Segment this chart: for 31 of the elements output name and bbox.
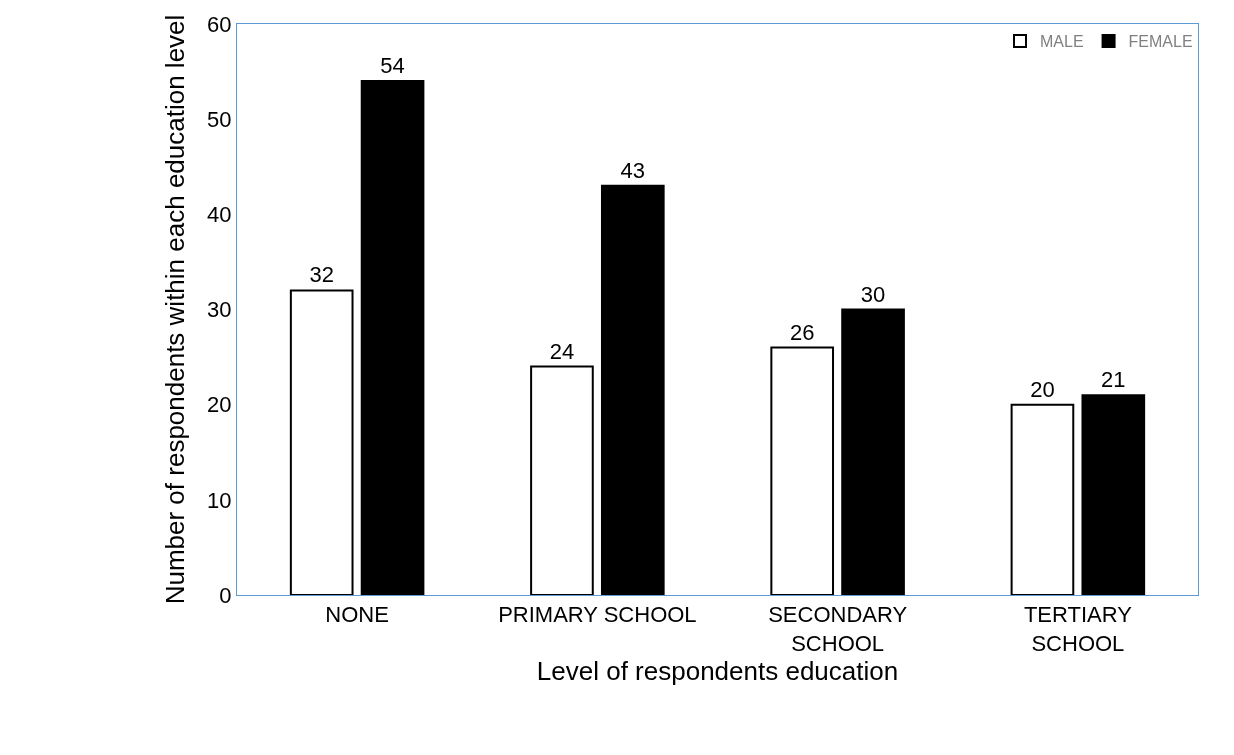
bar (1081, 394, 1146, 595)
x-tick-label: TERTIARY SCHOOL (1023, 602, 1133, 656)
bar (530, 365, 594, 595)
bar (770, 346, 835, 595)
y-tick-label: 20 (207, 392, 232, 418)
bar (360, 80, 425, 595)
y-tick-label: 50 (207, 106, 232, 132)
y-axis-title: Number of respondents within each education level (159, 14, 190, 605)
legend-label: MALE (1040, 33, 1084, 51)
x-tick-label: PRIMARY SCHOOL (498, 602, 697, 628)
bar (600, 184, 665, 595)
data-label: 24 (549, 338, 575, 364)
data-label: 32 (309, 262, 334, 288)
y-tick-label: 30 (207, 297, 232, 323)
data-label: 43 (620, 157, 646, 183)
data-label: 26 (789, 319, 815, 345)
y-tick-label: 10 (207, 487, 232, 513)
x-axis-title: Level of respondents education (536, 656, 899, 686)
bar (289, 289, 354, 595)
data-label: 30 (860, 281, 886, 307)
bar (1010, 403, 1075, 595)
data-label: 54 (380, 53, 405, 79)
y-tick-label: 40 (207, 202, 232, 228)
y-tick-label: 0 (219, 582, 232, 608)
x-tick-label: SECONDARY SCHOOL (768, 602, 908, 656)
bar (841, 308, 905, 595)
data-label: 21 (1101, 367, 1126, 393)
legend-label: FEMALE (1128, 33, 1193, 51)
y-tick-label: 60 (207, 11, 232, 37)
data-label: 20 (1030, 376, 1055, 402)
x-tick-label: NONE (325, 602, 389, 628)
